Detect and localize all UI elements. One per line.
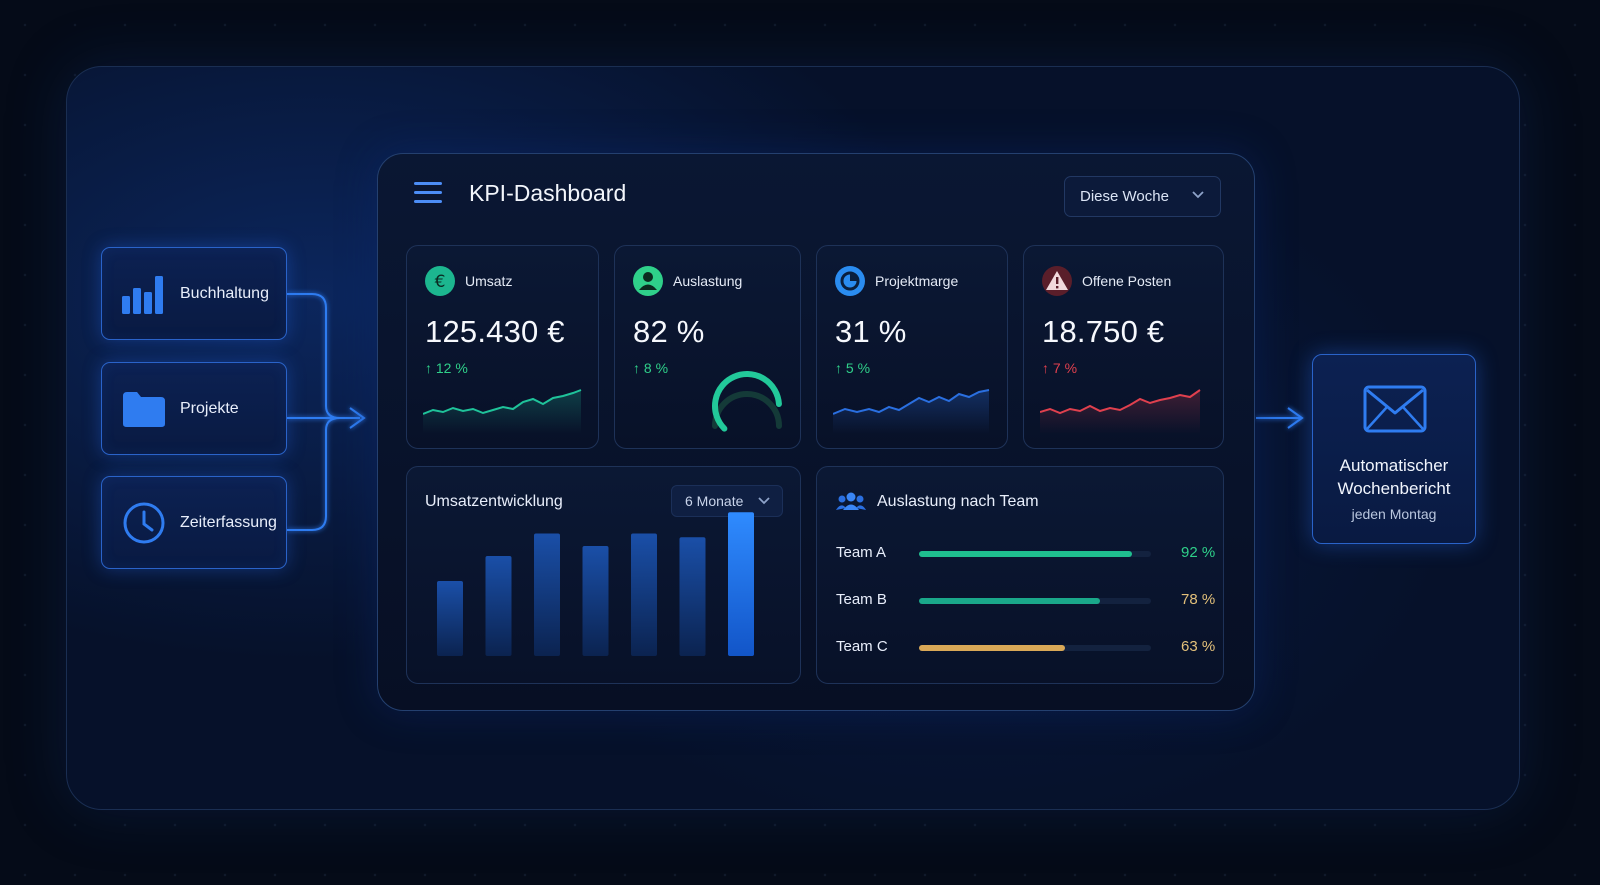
bar-chart-icon: [122, 272, 166, 316]
kpi-delta: ↑ 5 %: [835, 360, 871, 376]
panel-title: Auslastung nach Team: [877, 493, 1039, 510]
revenue-bar: [437, 581, 463, 656]
kpi-value: 82 %: [633, 314, 705, 349]
revenue-bar: [534, 533, 560, 656]
revenue-bar: [485, 556, 512, 656]
report-schedule: jeden Montag: [1351, 506, 1437, 522]
chevron-down-icon: [758, 497, 770, 505]
kpi-card-projektmarge[interactable]: Projektmarge 31 % ↑ 5 %: [816, 245, 1008, 449]
folder-icon: [122, 387, 166, 431]
sparkline-offene-posten: [1040, 389, 1201, 434]
mail-icon: [1363, 385, 1427, 433]
warning-icon: [1042, 266, 1072, 296]
team-progress-track: [919, 645, 1151, 651]
pie-chart-icon: [835, 266, 865, 296]
report-title-line2: Wochenbericht: [1337, 479, 1451, 498]
range-label: 6 Monate: [685, 493, 744, 509]
dashboard-title: KPI-Dashboard: [469, 180, 627, 206]
panel-title: Umsatzentwicklung: [425, 493, 563, 510]
team-icon: [836, 492, 866, 510]
period-label: Diese Woche: [1080, 188, 1169, 205]
user-icon: [633, 266, 663, 296]
team-percent: 63 %: [1181, 638, 1216, 655]
kpi-value: 18.750 €: [1042, 314, 1165, 349]
revenue-bar-chart: [437, 512, 754, 656]
team-name: Team A: [836, 544, 887, 561]
kpi-label: Auslastung: [673, 273, 743, 289]
team-progress-fill: [919, 598, 1100, 604]
source-label: Zeiterfassung: [180, 513, 277, 531]
svg-text:€: €: [435, 272, 446, 292]
team-progress-track: [919, 598, 1151, 604]
team-percent: 92 %: [1181, 544, 1216, 561]
range-select[interactable]: 6 Monate: [671, 485, 783, 517]
sparkline-projektmarge: [833, 389, 990, 434]
clock-icon: [122, 501, 166, 545]
team-row: Team C 63 %: [836, 638, 1216, 658]
kpi-label: Projektmarge: [875, 273, 959, 289]
team-progress-fill: [919, 645, 1066, 651]
revenue-panel: Umsatzentwicklung 6 Monate: [406, 466, 801, 684]
gauge-auslastung: [712, 371, 782, 432]
team-progress-fill: [919, 551, 1133, 557]
kpi-label: Offene Posten: [1082, 273, 1172, 289]
source-label: Projekte: [180, 399, 239, 417]
source-projekte[interactable]: Projekte: [101, 362, 287, 455]
kpi-card-offene-posten[interactable]: Offene Posten 18.750 € ↑ 7 %: [1023, 245, 1224, 449]
kpi-value: 125.430 €: [425, 314, 565, 349]
revenue-bar: [631, 533, 657, 656]
sparkline-umsatz: [423, 389, 582, 434]
team-panel: Auslastung nach Team Team A 92 % Team B …: [816, 466, 1224, 684]
team-percent: 78 %: [1181, 591, 1216, 608]
team-row: Team A 92 %: [836, 544, 1216, 564]
kpi-dashboard: KPI-Dashboard Diese Woche € Umsatz 125.4…: [377, 153, 1255, 711]
revenue-bar: [679, 537, 706, 656]
kpi-delta: ↑ 7 %: [1042, 360, 1078, 376]
menu-icon[interactable]: [414, 182, 442, 206]
team-row: Team B 78 %: [836, 591, 1216, 611]
kpi-delta: ↑ 12 %: [425, 360, 468, 376]
kpi-delta: ↑ 8 %: [633, 360, 669, 376]
kpi-card-auslastung[interactable]: Auslastung 82 % ↑ 8 %: [614, 245, 801, 449]
team-name: Team C: [836, 638, 888, 655]
team-name: Team B: [836, 591, 887, 608]
period-select[interactable]: Diese Woche: [1064, 176, 1221, 217]
revenue-bar: [728, 512, 754, 656]
report-title: Automatischer Wochenbericht: [1313, 454, 1475, 500]
chevron-down-icon: [1192, 191, 1204, 199]
source-label: Buchhaltung: [180, 284, 269, 302]
kpi-value: 31 %: [835, 314, 907, 349]
revenue-bar: [582, 546, 609, 656]
weekly-report-output[interactable]: Automatischer Wochenbericht jeden Montag: [1312, 354, 1476, 544]
euro-icon: €: [425, 266, 455, 296]
kpi-card-umsatz[interactable]: € Umsatz 125.430 € ↑ 12 %: [406, 245, 599, 449]
team-progress-track: [919, 551, 1151, 557]
source-zeiterfassung[interactable]: Zeiterfassung: [101, 476, 287, 569]
report-title-line1: Automatischer: [1339, 456, 1449, 475]
source-buchhaltung[interactable]: Buchhaltung: [101, 247, 287, 340]
kpi-label: Umsatz: [465, 273, 513, 289]
